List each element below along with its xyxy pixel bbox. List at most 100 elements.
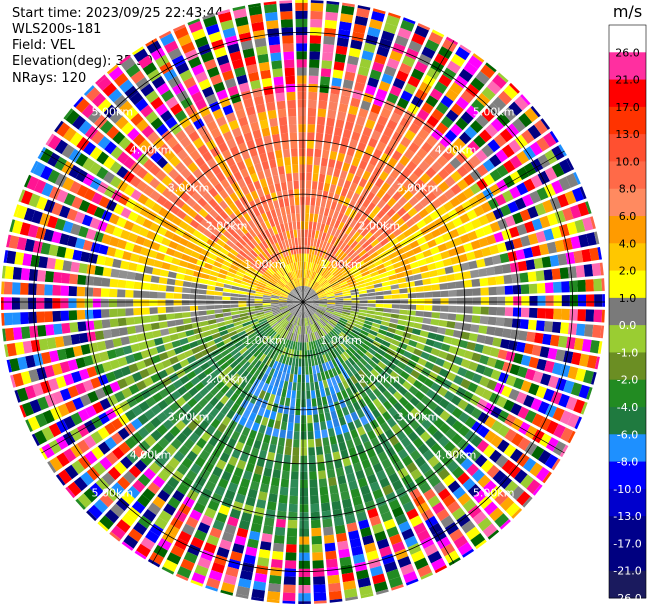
velocity-gate	[35, 413, 48, 428]
velocity-gate	[518, 112, 533, 128]
velocity-gate	[270, 209, 277, 219]
velocity-gate	[328, 360, 335, 369]
velocity-gate	[271, 306, 280, 310]
velocity-gate	[279, 173, 286, 183]
velocity-gate	[303, 296, 310, 302]
velocity-gate	[309, 292, 317, 298]
velocity-gate	[369, 156, 379, 167]
velocity-gate	[106, 349, 117, 360]
velocity-gate	[185, 268, 195, 276]
velocity-gate	[142, 488, 156, 501]
velocity-gate	[348, 164, 358, 175]
velocity-gate	[217, 9, 231, 15]
velocity-gate	[349, 182, 358, 192]
velocity-gate	[300, 302, 303, 310]
velocity-gate	[319, 413, 326, 423]
velocity-gate	[464, 288, 473, 297]
velocity-gate	[163, 342, 174, 351]
velocity-gate	[131, 371, 143, 383]
velocity-gate	[243, 222, 252, 232]
velocity-gate	[442, 39, 457, 53]
velocity-gate	[473, 135, 486, 148]
velocity-gate	[543, 388, 555, 402]
velocity-gate	[203, 229, 213, 238]
velocity-gate	[124, 85, 139, 99]
velocity-gate	[339, 399, 347, 409]
velocity-gate	[376, 348, 386, 357]
velocity-gate	[324, 412, 332, 422]
velocity-gate	[123, 534, 139, 549]
velocity-gate	[276, 224, 282, 234]
colorbar: m/s26.021.017.013.010.08.06.04.02.01.00.…	[608, 2, 647, 605]
velocity-gate	[324, 242, 331, 251]
velocity-gate	[206, 534, 220, 546]
velocity-gate	[416, 148, 428, 160]
velocity-gate	[273, 262, 280, 270]
velocity-gate	[405, 443, 417, 455]
velocity-gate	[205, 424, 216, 436]
velocity-gate	[3, 250, 9, 263]
velocity-gate	[468, 260, 478, 270]
velocity-gate	[419, 330, 429, 338]
velocity-gate	[297, 99, 307, 108]
velocity-gate	[316, 247, 322, 257]
velocity-gate	[363, 256, 372, 264]
velocity-gate	[309, 279, 314, 288]
velocity-gate	[432, 173, 444, 185]
velocity-gate	[457, 367, 468, 377]
velocity-gate	[221, 416, 232, 427]
velocity-gate	[419, 242, 430, 252]
velocity-gate	[152, 442, 164, 455]
velocity-gate	[319, 300, 328, 302]
velocity-gate	[230, 264, 239, 271]
velocity-gate	[371, 356, 380, 365]
velocity-gate	[109, 175, 122, 188]
velocity-gate	[414, 557, 429, 570]
velocity-gate	[280, 181, 287, 191]
velocity-gate	[255, 103, 266, 114]
velocity-gate	[308, 221, 313, 230]
velocity-gate	[297, 270, 300, 279]
velocity-gate	[167, 476, 180, 489]
velocity-gate	[59, 388, 72, 402]
velocity-gate	[198, 397, 209, 408]
velocity-gate	[96, 340, 107, 352]
velocity-gate	[415, 292, 425, 298]
velocity-gate	[284, 397, 291, 407]
velocity-gate	[422, 122, 435, 134]
velocity-gate	[278, 268, 285, 277]
velocity-gate	[374, 122, 385, 134]
velocity-gate	[181, 457, 193, 469]
velocity-gate	[417, 357, 428, 367]
velocity-gate	[272, 226, 278, 235]
velocity-gate	[388, 251, 398, 260]
velocity-gate	[272, 369, 279, 379]
velocity-gate	[311, 300, 320, 302]
velocity-gate	[463, 314, 473, 323]
velocity-gate	[287, 272, 293, 281]
velocity-gate	[429, 88, 443, 101]
velocity-gate	[440, 250, 450, 260]
velocity-gate	[520, 307, 530, 318]
velocity-gate	[190, 579, 204, 587]
velocity-gate	[112, 258, 122, 269]
velocity-gate	[328, 582, 341, 593]
velocity-gate	[289, 306, 297, 312]
velocity-gate	[207, 66, 220, 78]
velocity-gate	[263, 293, 272, 297]
velocity-gate	[132, 445, 145, 458]
velocity-gate	[293, 308, 299, 316]
velocity-gate	[433, 481, 446, 494]
velocity-gate	[130, 113, 144, 126]
velocity-gate	[238, 32, 252, 43]
velocity-gate	[135, 77, 150, 91]
velocity-gate	[44, 365, 55, 378]
velocity-gate	[240, 168, 249, 178]
velocity-gate	[558, 393, 570, 408]
velocity-gate	[54, 120, 64, 133]
velocity-gate	[240, 370, 249, 379]
velocity-gate	[308, 307, 316, 313]
velocity-gate	[392, 228, 403, 237]
velocity-gate	[440, 298, 449, 305]
velocity-gate	[301, 391, 306, 400]
